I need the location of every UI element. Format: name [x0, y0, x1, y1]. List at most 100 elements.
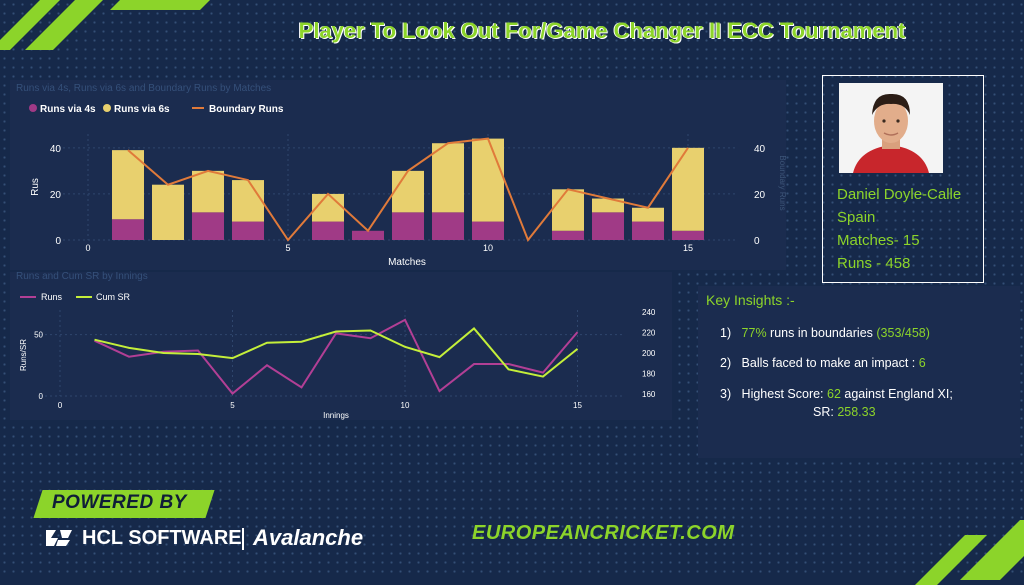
runs-line — [94, 318, 579, 395]
insight-1: 1) 77% runs in boundaries (353/458) — [720, 326, 930, 340]
insight-3: 3) Highest Score: 62 against England XI; — [720, 387, 953, 401]
legend-label-boundary: Boundary Runs — [209, 104, 284, 115]
bar-runs-6s — [312, 193, 344, 222]
bar-runs-4s — [632, 221, 664, 240]
boundary-runs-line — [127, 137, 689, 242]
player-runs: Runs - 458 — [837, 255, 911, 272]
insight-3-text2: against England XI; — [840, 387, 953, 401]
bar-x-tick: 5 — [285, 243, 290, 253]
line-chart-grid — [40, 310, 624, 397]
line-y-tick: 0 — [39, 392, 44, 401]
legend-label-4s: Runs via 4s — [40, 104, 96, 115]
bar-y-tick-right: 20 — [754, 190, 766, 201]
line-y-tick-right: 220 — [642, 329, 656, 338]
bar-x-tick: 10 — [483, 243, 493, 253]
legend-label-runs: Runs — [41, 292, 63, 302]
hcl-logo-icon — [46, 530, 72, 546]
line-chart-ylabel: Runs/SR — [19, 339, 28, 371]
line-chart-subtitle: Runs and Cum SR by Innings — [16, 271, 148, 282]
insight-2-value: 6 — [918, 356, 926, 370]
insights-title: Key Insights :- — [706, 292, 795, 308]
insight-3-num: 3) — [720, 387, 732, 401]
bar-runs-4s — [192, 212, 224, 240]
line-x-tick: 5 — [230, 401, 235, 410]
legend-label-cumsr: Cum SR — [96, 292, 131, 302]
bar-chart-boundary-line — [127, 137, 689, 242]
legend-line-cumsr — [76, 296, 92, 298]
legend-line-boundary — [192, 107, 204, 109]
line-x-tick: 0 — [58, 401, 63, 410]
line-chart-ticks: 0 5 10 15 0 50 160 180 200 220 240 — [34, 308, 656, 410]
bar-chart-xlabel: Matches — [388, 257, 426, 268]
player-profile-card: Daniel Doyle-Calle Spain Matches- 15 Run… — [822, 75, 984, 283]
bar-chart-bars — [112, 138, 704, 240]
bar-runs-6s — [592, 198, 624, 213]
page-title: Player To Look Out For/Game Changer II E… — [298, 18, 906, 43]
powered-by-text: POWERED BY — [52, 492, 187, 513]
hcl-software-text: HCL SOFTWARE — [82, 527, 242, 549]
insight-3-text: Highest Score: — [741, 387, 828, 401]
legend-dot-6s — [103, 104, 111, 112]
bar-chart-ylabel: Rus — [30, 178, 41, 196]
insight-3-sr: 258.33 — [837, 405, 876, 419]
bar-chart-ticks: 0 5 10 15 0 20 40 0 20 40 — [50, 144, 766, 253]
website-link[interactable]: EUROPEANCRICKET.COM — [472, 522, 735, 544]
footer-divider — [242, 528, 244, 550]
bar-runs-4s — [392, 212, 424, 240]
insight-3-sr-line: SR: 258.33 — [813, 405, 876, 419]
bar-x-tick: 0 — [85, 243, 90, 253]
legend-dot-4s — [29, 104, 37, 112]
insight-1-pct: 77% — [741, 326, 767, 340]
bar-runs-6s — [192, 170, 224, 213]
insight-2: 2) Balls faced to make an impact : 6 — [720, 356, 926, 370]
bar-runs-4s — [472, 221, 504, 240]
bar-runs-4s — [552, 230, 584, 240]
bar-runs-4s — [672, 230, 704, 240]
bar-runs-6s — [112, 150, 144, 220]
bar-runs-4s — [112, 219, 144, 240]
line-y-tick-right: 200 — [642, 349, 656, 358]
bar-runs-4s — [232, 221, 264, 240]
bar-y-tick: 0 — [55, 236, 61, 247]
line-chart-series — [94, 318, 579, 395]
insight-1-num: 1) — [720, 326, 732, 340]
player-matches: Matches- 15 — [837, 232, 920, 249]
cum-sr-line — [94, 327, 579, 378]
line-y-tick-right: 240 — [642, 308, 656, 317]
line-chart-legend: Runs Cum SR — [20, 292, 131, 302]
bar-chart-subtitle: Runs via 4s, Runs via 6s and Boundary Ru… — [16, 83, 272, 94]
bar-x-tick: 15 — [683, 243, 693, 253]
bar-runs-6s — [472, 138, 504, 222]
bar-runs-4s — [352, 230, 384, 240]
avalanche-text: Avalanche — [253, 525, 364, 550]
insight-1-stat: (353/458) — [876, 326, 930, 340]
bar-runs-4s — [592, 212, 624, 240]
player-avatar-icon — [839, 83, 943, 173]
bar-chart-legend: Runs via 4s Runs via 6s Boundary Runs — [29, 104, 284, 115]
insight-3-score: 62 — [827, 387, 841, 401]
line-x-tick: 10 — [401, 401, 410, 410]
bar-runs-4s — [432, 212, 464, 240]
bar-y-tick: 40 — [50, 144, 62, 155]
insight-2-text: Balls faced to make an impact : — [741, 356, 919, 370]
bar-runs-6s — [232, 180, 264, 222]
legend-line-runs — [20, 296, 36, 298]
player-country: Spain — [837, 209, 876, 226]
bar-y-tick-right: 0 — [754, 236, 760, 247]
bar-runs-4s — [312, 221, 344, 240]
line-y-tick-right: 160 — [642, 390, 656, 399]
line-y-tick-right: 180 — [642, 369, 656, 378]
bar-runs-6s — [672, 147, 704, 231]
player-name: Daniel Doyle-Calle — [837, 186, 962, 203]
line-chart-xlabel: Innings — [323, 411, 349, 420]
insight-2-num: 2) — [720, 356, 732, 370]
line-x-tick: 15 — [573, 401, 582, 410]
insight-1-text: runs in boundaries — [766, 326, 877, 340]
line-y-tick: 50 — [34, 331, 43, 340]
bar-y-tick-right: 40 — [754, 144, 766, 155]
insights-panel — [698, 286, 1020, 458]
bar-y-tick: 20 — [50, 190, 62, 201]
insight-3-sr-label: SR: — [813, 405, 838, 419]
